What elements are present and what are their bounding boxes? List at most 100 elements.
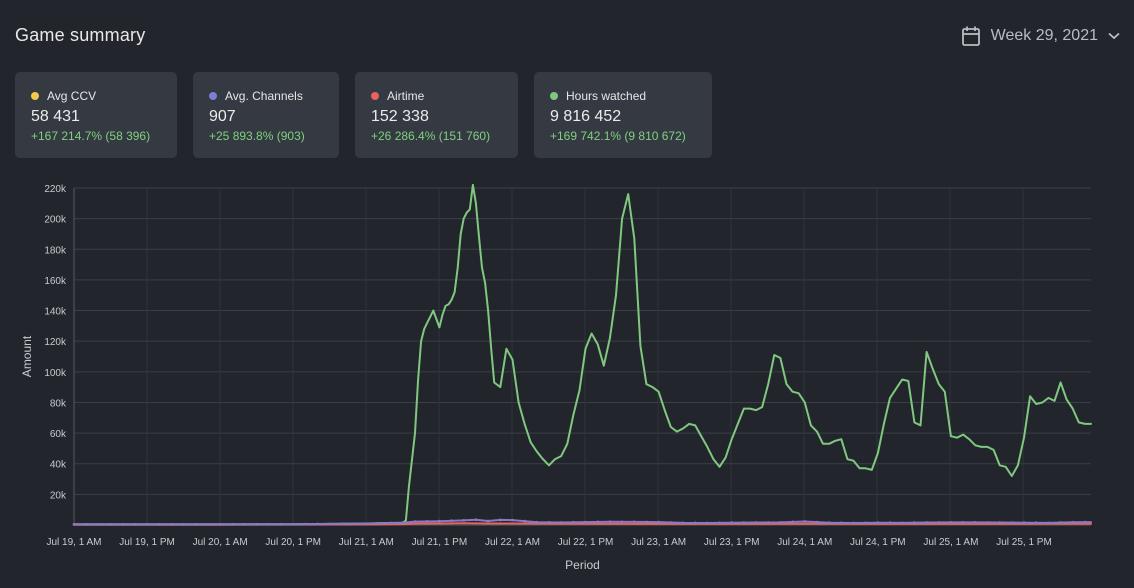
- x-tick-label: Jul 24, 1 PM: [850, 537, 906, 548]
- y-tick-label: 20k: [50, 490, 67, 501]
- series-point: [84, 522, 88, 526]
- series-point: [1071, 520, 1075, 524]
- card-delta: +167 214.7% (58 396): [31, 129, 151, 143]
- card-delta: +26 286.4% (151 760): [371, 129, 491, 143]
- series-point: [803, 520, 807, 523]
- card-delta: +25 893.8% (903): [209, 129, 305, 143]
- series-point: [645, 520, 648, 524]
- series-point: [145, 522, 149, 526]
- series-point: [486, 519, 490, 523]
- series-point: [328, 522, 332, 526]
- series-point: [72, 522, 76, 526]
- series-point: [1046, 521, 1050, 525]
- line-chart: 20k 40k 60k 80k 100k 120k 140k 160k 180k 200k 220k…: [20, 183, 1092, 572]
- series-point: [413, 520, 417, 524]
- series-point: [389, 521, 393, 525]
- x-tick-label: Jul 23, 1 AM: [631, 537, 686, 548]
- series-point: [170, 522, 173, 526]
- series-point: [815, 520, 819, 524]
- series-point: [925, 521, 928, 524]
- series-point: [267, 522, 271, 526]
- x-tick-label: Jul 21, 1 PM: [412, 537, 468, 548]
- series-point: [206, 522, 210, 526]
- x-tick-label: Jul 25, 1 PM: [996, 537, 1052, 548]
- series-point: [316, 522, 319, 526]
- series-point: [218, 522, 222, 526]
- series-point: [705, 521, 709, 525]
- x-tick-label: Jul 19, 1 PM: [119, 537, 175, 548]
- summary-cards: Avg CCV 58 431 +167 214.7% (58 396) Avg.…: [15, 72, 712, 158]
- series-point: [133, 522, 137, 526]
- series-point: [791, 520, 794, 524]
- y-tick-label: 180k: [44, 245, 67, 256]
- y-tick-label: 60k: [50, 429, 67, 440]
- avg-ccv-dot: [31, 92, 39, 100]
- y-tick-label: 120k: [44, 337, 67, 348]
- calendar-icon: [961, 25, 981, 47]
- series-point: [109, 522, 112, 526]
- series-point: [900, 521, 904, 525]
- series-point: [547, 520, 551, 524]
- series-point: [998, 521, 1002, 524]
- series-point: [157, 522, 161, 526]
- series-point: [827, 521, 831, 525]
- chevron-down-icon: [1108, 32, 1120, 40]
- y-axis-title: Amount: [20, 335, 34, 377]
- card-avg-channels[interactable]: Avg. Channels 907 +25 893.8% (903): [193, 72, 339, 158]
- series-point: [121, 522, 125, 526]
- series-point: [669, 521, 673, 524]
- week-selector[interactable]: Week 29, 2021: [961, 25, 1120, 47]
- y-tick-label: 140k: [44, 307, 67, 318]
- series-point: [584, 520, 587, 524]
- card-avg-ccv[interactable]: Avg CCV 58 431 +167 214.7% (58 396): [15, 72, 177, 158]
- x-axis-title: Period: [565, 558, 600, 572]
- x-tick-label: Jul 21, 1 AM: [339, 537, 394, 548]
- series-point: [718, 521, 721, 525]
- airtime-dot: [371, 92, 379, 100]
- series-point: [1010, 521, 1014, 525]
- card-label: Avg CCV: [47, 89, 97, 103]
- x-tick-label: Jul 22, 1 PM: [558, 537, 614, 548]
- card-value: 58 431: [31, 108, 80, 125]
- series-point: [766, 521, 770, 524]
- card-label: Avg. Channels: [225, 89, 303, 103]
- series-point: [596, 520, 600, 524]
- series-point: [304, 522, 307, 526]
- x-tick-label: Jul 23, 1 PM: [704, 537, 760, 548]
- series-point: [352, 522, 356, 526]
- y-tick-label: 220k: [44, 184, 67, 195]
- series-point: [888, 521, 892, 525]
- series-point: [852, 521, 855, 525]
- series-point: [474, 518, 478, 522]
- series-point: [377, 521, 380, 525]
- series-point: [1034, 521, 1038, 525]
- series-point: [96, 522, 100, 526]
- series-point: [912, 521, 916, 525]
- series-point: [693, 521, 697, 525]
- series-point: [437, 519, 441, 523]
- series-point: [864, 521, 868, 525]
- series-point: [535, 520, 539, 524]
- series-point: [511, 518, 514, 522]
- series-point: [571, 520, 575, 524]
- x-tick-label: Jul 20, 1 AM: [193, 537, 248, 548]
- card-airtime[interactable]: Airtime 152 338 +26 286.4% (151 760): [355, 72, 518, 158]
- x-tick-label: Jul 20, 1 PM: [265, 537, 321, 548]
- week-label: Week 29, 2021: [990, 27, 1098, 44]
- y-tick-label: 40k: [50, 460, 67, 471]
- series-point: [949, 520, 953, 524]
- series-point: [340, 522, 344, 526]
- series-point: [364, 522, 368, 526]
- card-hours-watched[interactable]: Hours watched 9 816 452 +169 742.1% (9 8…: [534, 72, 712, 158]
- series-point: [401, 521, 405, 525]
- x-tick-label: Jul 24, 1 AM: [777, 537, 832, 548]
- series-line-0: [73, 183, 1092, 526]
- x-tick-label: Jul 22, 1 AM: [485, 537, 540, 548]
- page-title: Game summary: [15, 25, 146, 45]
- series-point: [754, 521, 758, 524]
- series-point: [620, 520, 624, 524]
- series-point: [1059, 521, 1062, 524]
- series-point: [279, 522, 283, 526]
- series-point: [462, 519, 466, 522]
